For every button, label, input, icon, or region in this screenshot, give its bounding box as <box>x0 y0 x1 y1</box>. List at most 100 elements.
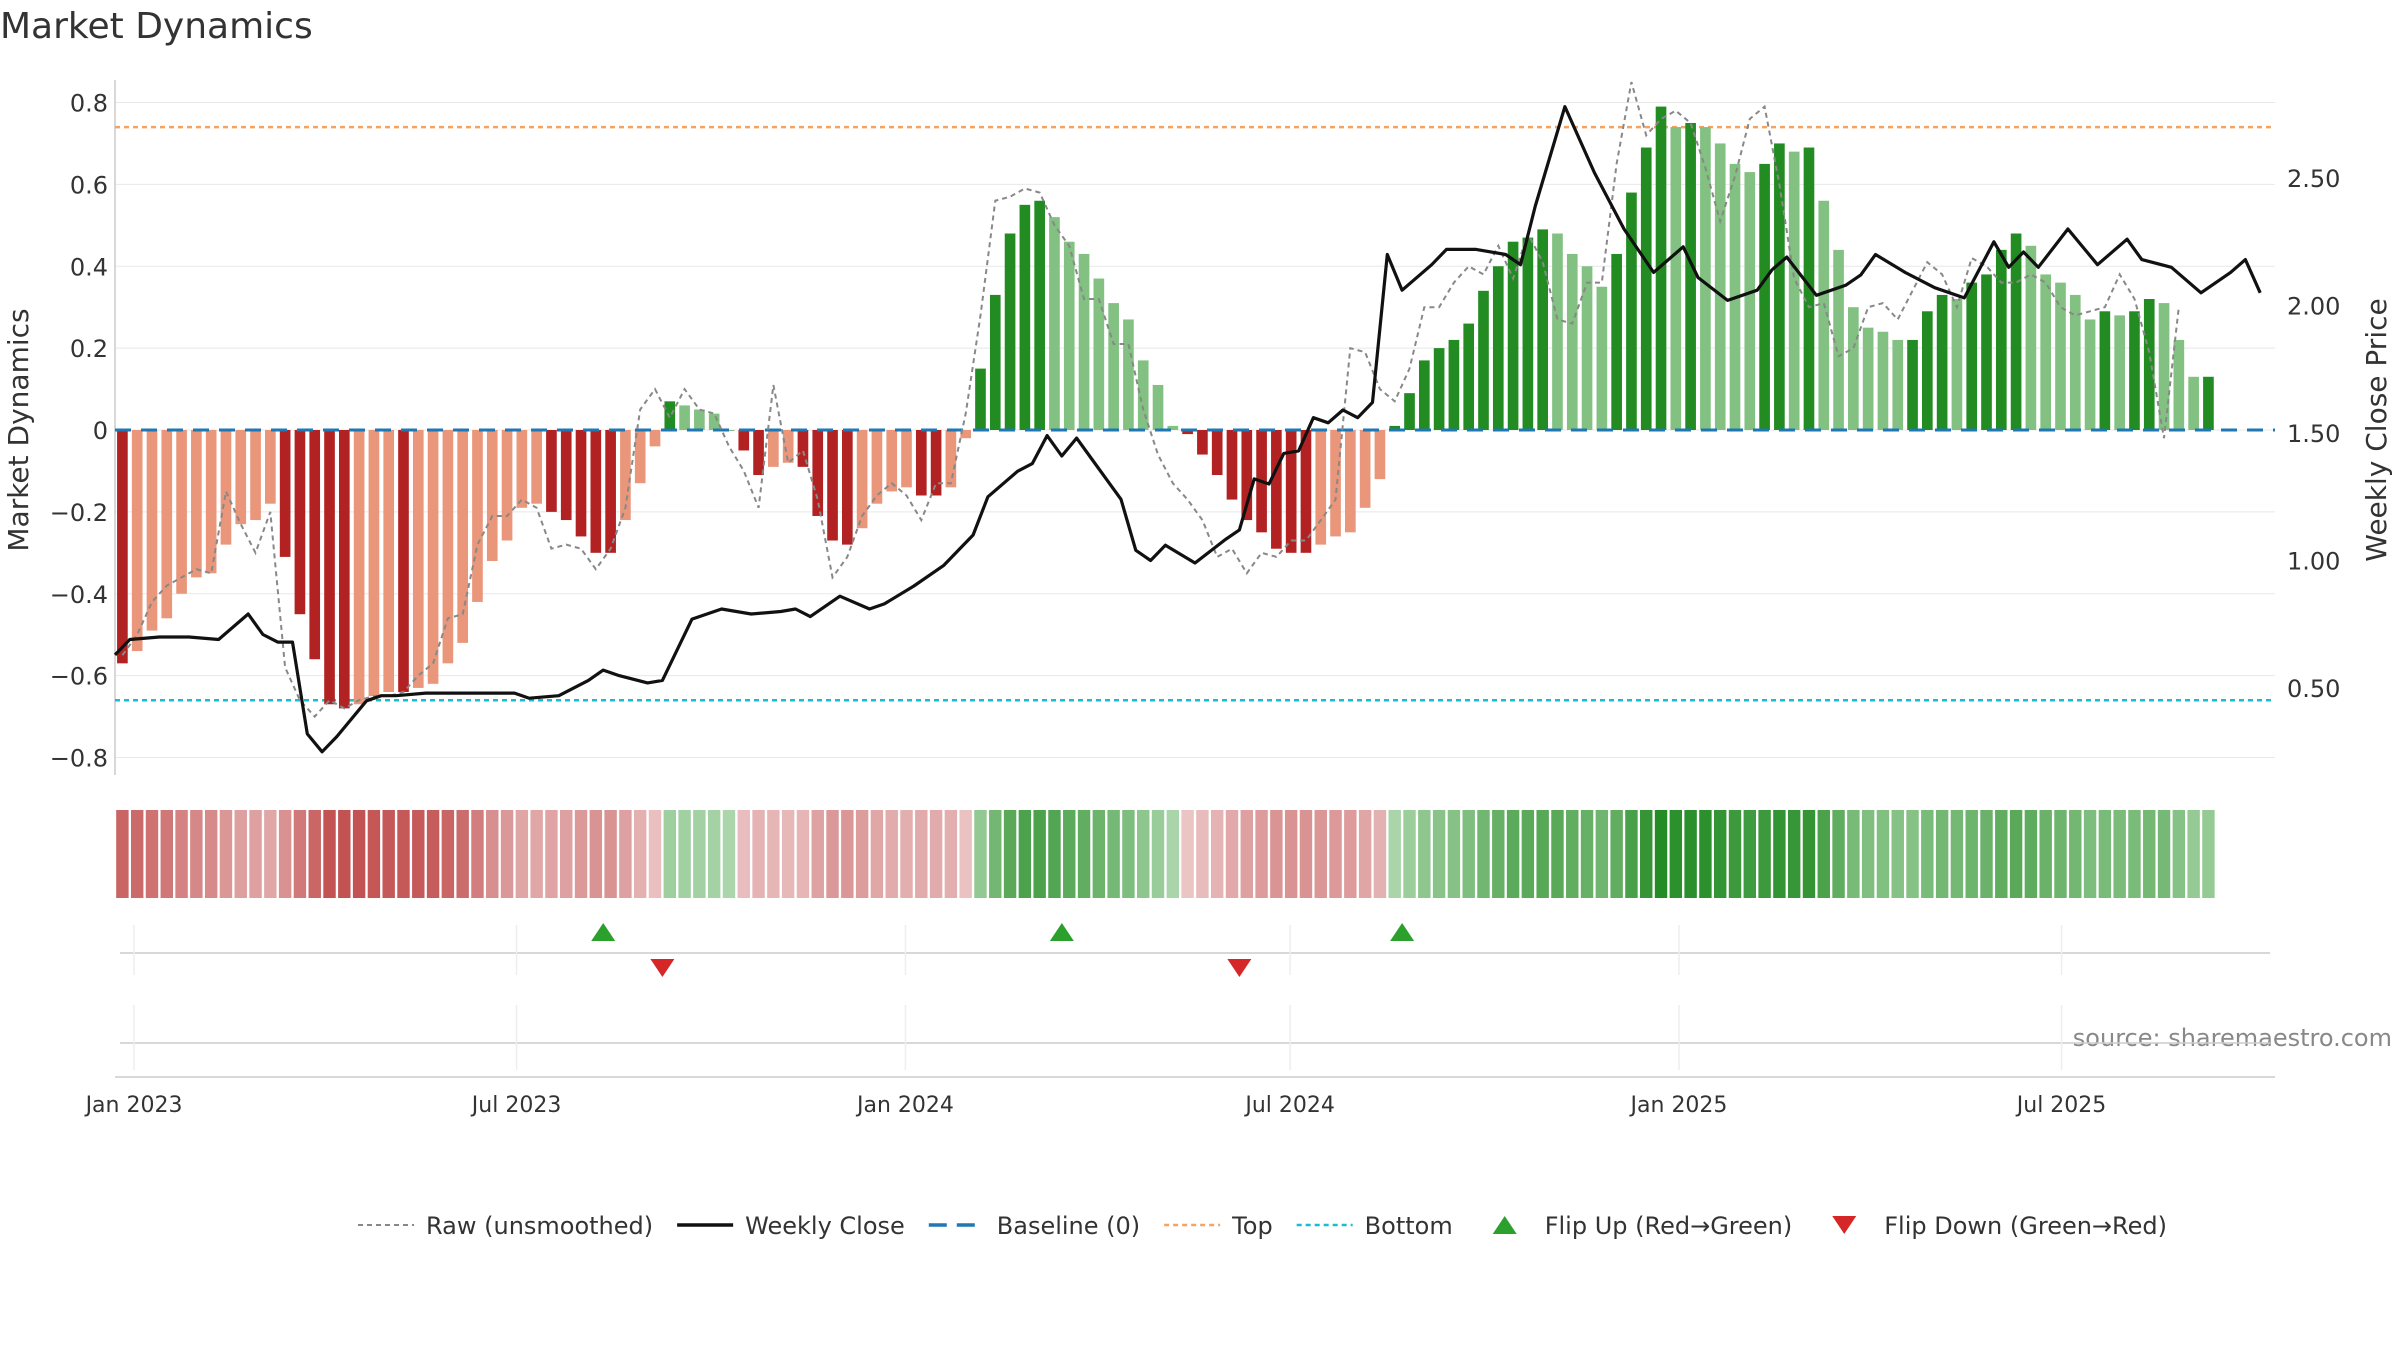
bar-130 <box>2040 274 2052 430</box>
heat-cell-69 <box>1137 810 1150 898</box>
bar-112 <box>1774 143 1785 430</box>
heat-cell-48 <box>826 810 839 898</box>
heat-cell-53 <box>900 810 913 898</box>
bar-84 <box>1359 430 1371 508</box>
bar-50 <box>856 430 868 529</box>
bar-12 <box>294 430 306 615</box>
bar-136 <box>2129 311 2140 430</box>
heat-cell-70 <box>1151 810 1165 898</box>
heat-cell-132 <box>2069 810 2082 898</box>
x-tick-label: Jul 2025 <box>2015 1093 2107 1118</box>
bar-54 <box>915 430 927 496</box>
y-tick-left-label: 0 <box>93 417 108 445</box>
bar-46 <box>797 430 809 467</box>
bar-83 <box>1345 430 1356 533</box>
bar-29 <box>546 430 557 512</box>
heat-cell-92 <box>1477 810 1490 898</box>
bar-116 <box>1833 249 1844 430</box>
heat-cell-99 <box>1580 810 1594 898</box>
bar-141 <box>2203 376 2214 430</box>
heat-cell-139 <box>2172 810 2186 898</box>
bar-23 <box>457 430 468 643</box>
heat-cell-37 <box>663 810 677 898</box>
y-tick-right-label: 1.50 <box>2287 420 2340 448</box>
bar-119 <box>1877 331 1889 430</box>
bar-61 <box>1019 204 1031 430</box>
heat-cell-121 <box>1906 810 1919 898</box>
bar-81 <box>1315 430 1327 545</box>
y-axis-left-label: Market Dynamics <box>2 308 35 551</box>
heat-cell-25 <box>486 810 499 898</box>
x-tick-label: Jul 2024 <box>1243 1093 1335 1118</box>
bar-72 <box>1182 430 1193 435</box>
bar-90 <box>1448 339 1460 430</box>
heat-cell-62 <box>1033 810 1046 898</box>
bar-87 <box>1404 393 1415 430</box>
bar-138 <box>2158 303 2170 430</box>
bar-63 <box>1049 217 1060 430</box>
bar-127 <box>1995 249 2007 430</box>
legend-label: Raw (unsmoothed) <box>426 1212 653 1240</box>
source-text: source: sharemaestro.com <box>2073 1024 2392 1052</box>
bar-18 <box>383 430 395 692</box>
heat-cell-39 <box>693 810 706 898</box>
heat-cell-75 <box>1225 810 1239 898</box>
bar-40 <box>708 413 720 430</box>
bar-140 <box>2188 376 2199 430</box>
heat-cell-118 <box>1861 810 1875 898</box>
heat-cell-63 <box>1048 810 1061 898</box>
heat-cell-11 <box>278 810 292 898</box>
heat-cell-64 <box>1063 810 1076 898</box>
bar-139 <box>2173 339 2185 430</box>
heat-cell-128 <box>2009 810 2023 898</box>
heat-cell-89 <box>1432 810 1446 898</box>
bar-113 <box>1788 151 1800 430</box>
bar-58 <box>975 368 986 430</box>
bar-14 <box>324 430 335 705</box>
heat-cell-101 <box>1610 810 1623 898</box>
heat-cell-36 <box>648 810 662 898</box>
heat-cell-67 <box>1107 810 1120 898</box>
heat-cell-21 <box>426 810 440 898</box>
x-tick-label: Jan 2023 <box>84 1093 183 1118</box>
x-axis: Jan 2023 Jul 2023 Jan 2024 Jul 2024 Jan 2025… <box>84 1076 2275 1118</box>
heat-cell-38 <box>678 810 691 898</box>
heat-cell-110 <box>1743 810 1757 898</box>
bar-24 <box>472 430 483 602</box>
bar-68 <box>1123 319 1134 430</box>
heat-cell-129 <box>2024 810 2038 898</box>
y-axis-ticks: 0.8 0.6 0.4 0.2 0 −0.2 −0.4 −0.6 −0.8 2.50 2.00 1.5… <box>50 90 2341 773</box>
heat-cell-125 <box>1965 810 1978 898</box>
bar-64 <box>1063 241 1075 430</box>
heat-cell-81 <box>1314 810 1327 898</box>
raw-line <box>121 81 2180 719</box>
heat-cell-49 <box>841 810 854 898</box>
heat-cell-58 <box>974 810 987 898</box>
bar-103 <box>1640 147 1652 430</box>
heat-cell-16 <box>352 810 366 898</box>
heat-cell-51 <box>870 810 884 898</box>
bar-55 <box>930 430 942 496</box>
bar-78 <box>1271 430 1282 549</box>
bar-104 <box>1655 106 1667 430</box>
bar-38 <box>679 405 690 430</box>
heat-cell-42 <box>737 810 750 898</box>
bar-65 <box>1078 253 1090 430</box>
bar-22 <box>442 430 454 664</box>
heat-cell-2 <box>145 810 159 898</box>
heat-cell-120 <box>1891 810 1904 898</box>
bar-134 <box>2099 311 2111 430</box>
legend-swatch <box>1832 1216 1857 1234</box>
legend-label: Flip Down (Green→Red) <box>1884 1212 2167 1240</box>
heat-cell-20 <box>412 810 425 898</box>
heat-cell-136 <box>2128 810 2141 898</box>
bar-93 <box>1492 266 1504 430</box>
heat-cell-41 <box>722 810 736 898</box>
heat-cell-93 <box>1492 810 1505 898</box>
heat-cell-10 <box>264 810 277 898</box>
bar-98 <box>1566 253 1578 430</box>
x-tick-label: Jul 2023 <box>470 1093 562 1118</box>
heat-cell-73 <box>1196 810 1209 898</box>
heat-cell-71 <box>1166 810 1180 898</box>
